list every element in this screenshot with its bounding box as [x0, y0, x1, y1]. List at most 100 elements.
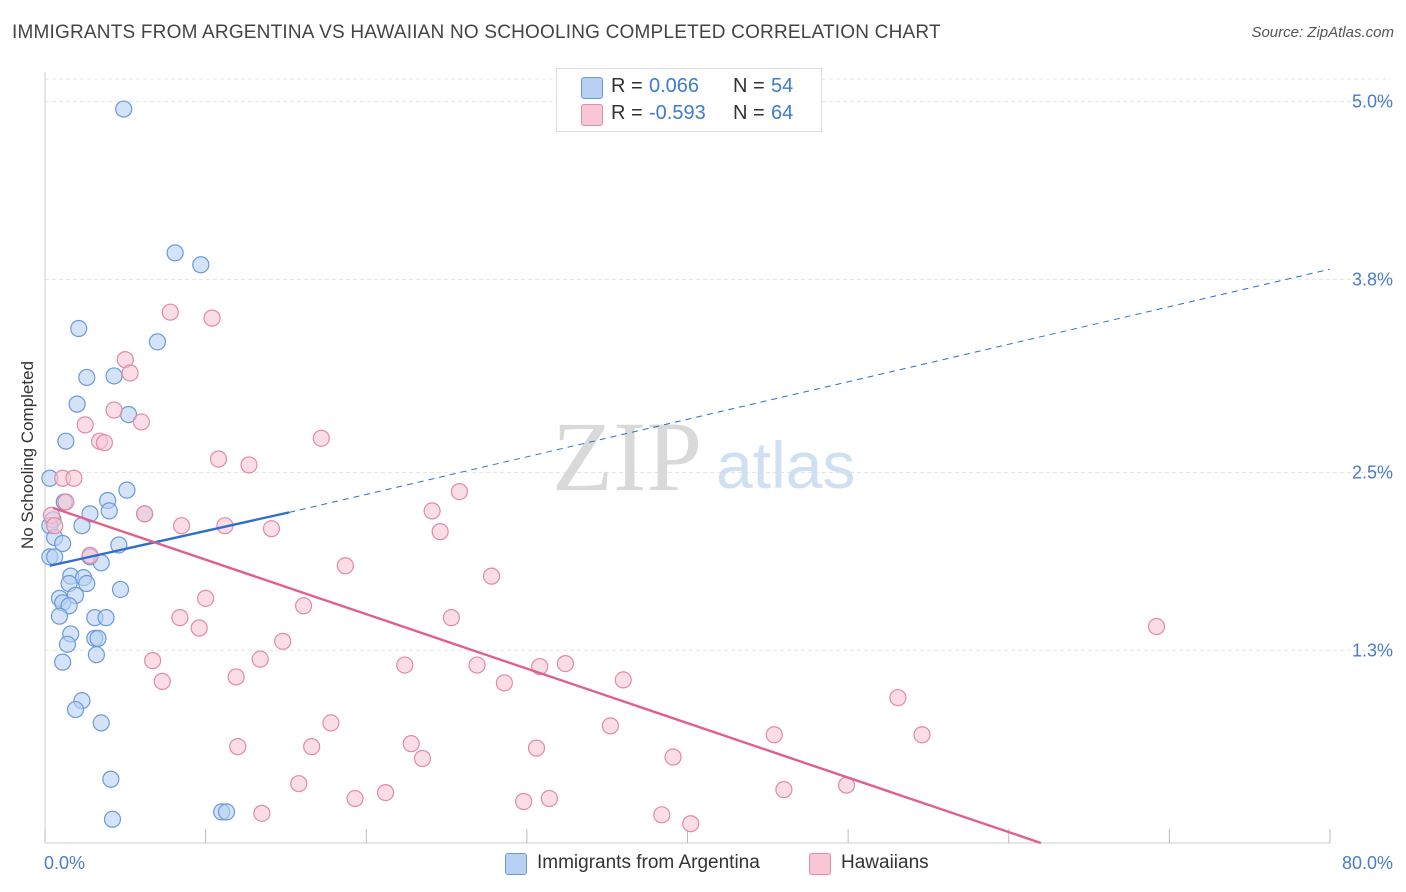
- argentina-point: [217, 803, 236, 821]
- argentina-point: [115, 100, 133, 118]
- hawaiians-point: [913, 726, 931, 744]
- argentina-point: [100, 502, 118, 520]
- bottom-legend-label: Hawaiians: [841, 852, 929, 873]
- hawaiians-point: [76, 416, 94, 434]
- y-tick-label: 1.3%: [1352, 640, 1393, 660]
- argentina-point: [97, 609, 115, 627]
- chart-title: IMMIGRANTS FROM ARGENTINA VS HAWAIIAN NO…: [12, 22, 941, 43]
- watermark-atlas: atlas: [716, 428, 855, 502]
- hawaiians-point: [161, 303, 179, 321]
- argentina-point: [54, 653, 72, 671]
- legend-swatch-blue: [581, 77, 603, 99]
- y-tick-label: 5.0%: [1352, 92, 1393, 112]
- hawaiians-point: [253, 804, 271, 822]
- hawaiians-point: [1147, 617, 1166, 636]
- argentina-point: [57, 432, 75, 450]
- hawaiians-point: [468, 656, 486, 674]
- hawaiians-point: [413, 749, 432, 768]
- hawaiians-point: [601, 717, 620, 735]
- hawaiians-point: [197, 589, 215, 607]
- argentina-trend-extension: [289, 268, 1331, 513]
- argentina-point: [92, 714, 110, 732]
- legend-r-value: -0.593: [649, 102, 706, 124]
- hawaiians-point: [423, 502, 441, 520]
- hawaiians-point: [57, 493, 75, 511]
- argentina-point: [105, 367, 123, 385]
- argentina-point: [78, 574, 96, 593]
- hawaiians-point: [295, 597, 313, 615]
- hawaiians-point: [153, 672, 171, 690]
- hawaiians-point: [322, 714, 340, 732]
- correlation-legend: R = 0.066 N = 54 R = -0.593 N = 64: [556, 68, 822, 132]
- argentina-point: [102, 770, 120, 788]
- hawaiians-point: [442, 609, 460, 627]
- data-points: [41, 100, 1166, 833]
- hawaiians-point: [346, 789, 364, 808]
- legend-n-label: N =: [733, 75, 765, 97]
- argentina-point: [192, 256, 210, 274]
- hawaiians-point: [132, 413, 150, 431]
- hawaiians-point: [482, 567, 501, 585]
- hawaiians-point: [203, 309, 221, 327]
- hawaiians-point: [336, 557, 354, 575]
- hawaiians-trend-line: [52, 506, 1042, 845]
- hawaiians-point: [251, 650, 269, 668]
- hawaiians-point: [190, 619, 208, 637]
- axes: [44, 72, 1331, 844]
- hawaiians-point: [682, 815, 700, 833]
- argentina-point: [103, 810, 122, 828]
- hawaiians-point: [144, 652, 162, 670]
- hawaiians-point: [229, 738, 247, 756]
- hawaiians-point: [171, 609, 189, 627]
- x-tick-label: 0.0%: [44, 853, 85, 873]
- legend-n-value: 64: [771, 102, 794, 124]
- hawaiians-point: [653, 806, 671, 824]
- bottom-legend-label: Immigrants from Argentina: [537, 852, 760, 873]
- legend-n-value: 54: [771, 75, 794, 97]
- argentina-point: [70, 319, 88, 338]
- source-label: Source: ZipAtlas.com: [1251, 24, 1394, 41]
- bottom-legend-swatch-blue: [505, 853, 527, 875]
- hawaiians-point: [290, 775, 308, 793]
- hawaiians-point: [240, 456, 258, 474]
- legend-r-label: R =: [611, 102, 643, 124]
- hawaiians-point: [556, 654, 575, 673]
- hawaiians-point: [540, 789, 558, 808]
- hawaiians-point: [765, 726, 783, 744]
- hawaiians-point: [402, 735, 420, 753]
- trend-lines: [49, 268, 1331, 845]
- argentina-point: [118, 481, 136, 499]
- hawaiians-point: [664, 748, 682, 766]
- legend-swatch-pink: [581, 104, 603, 126]
- watermark-zip: ZIP: [552, 401, 702, 512]
- hawaiians-point: [135, 505, 154, 523]
- argentina-point: [78, 368, 96, 387]
- hawaiians-point: [614, 671, 632, 689]
- hawaiians-point: [527, 739, 546, 757]
- x-tick-label: 80.0%: [1342, 853, 1393, 873]
- legend-r-label: R =: [611, 75, 643, 97]
- y-tick-label: 3.8%: [1352, 270, 1393, 290]
- hawaiians-point: [396, 656, 414, 674]
- hawaiians-point: [775, 781, 793, 799]
- hawaiians-point: [172, 517, 191, 535]
- hawaiians-point: [105, 401, 123, 419]
- bottom-legend-swatch-pink: [809, 853, 831, 875]
- hawaiians-point: [376, 783, 395, 802]
- hawaiians-point: [303, 738, 321, 756]
- y-tick-label: 2.5%: [1352, 462, 1393, 482]
- hawaiians-point: [46, 517, 64, 535]
- hawaiians-point: [450, 483, 469, 501]
- hawaiians-point: [121, 364, 139, 382]
- hawaiians-point: [227, 668, 245, 686]
- hawaiians-point: [274, 632, 292, 650]
- argentina-point: [54, 534, 72, 553]
- tick-labels: 1.3% 2.5% 3.8% 5.0% 0.0% 80.0%: [44, 92, 1393, 873]
- argentina-point: [87, 646, 106, 664]
- hawaiians-point: [889, 689, 907, 707]
- hawaiians-point: [312, 429, 330, 447]
- argentina-point: [66, 700, 85, 719]
- argentina-point: [166, 244, 184, 262]
- argentina-point: [50, 607, 69, 625]
